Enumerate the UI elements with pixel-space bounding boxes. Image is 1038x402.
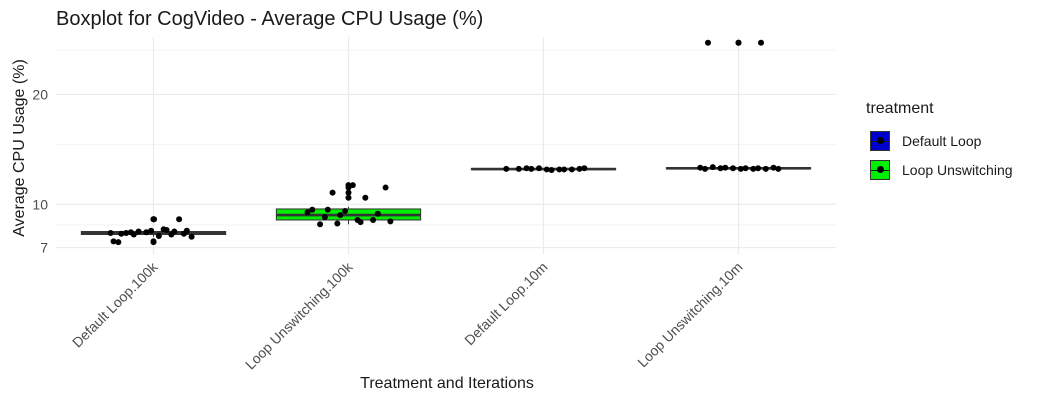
x-tick-label: Default Loop.100k [69,258,161,350]
data-point [709,164,716,171]
y-tick-label: 7 [40,240,48,256]
legend-key-default-loop [870,130,890,151]
x-tick-label: Default Loop.10m [461,259,550,348]
data-point [528,165,535,172]
data-point [163,227,170,234]
y-tick-label: 20 [32,86,48,102]
data-point [382,184,389,191]
data-point [151,216,158,223]
data-point [556,166,563,173]
outlier-point [735,39,742,46]
legend-label: Default Loop [902,132,982,149]
data-point [123,229,130,236]
data-point [342,207,349,214]
data-point [702,165,709,172]
data-point [536,165,543,172]
data-point [697,164,704,171]
legend-label: Loop Unswitching [902,161,1013,178]
data-point [523,165,530,172]
x-axis-title: Treatment and Iterations [360,375,534,392]
data-point [750,165,757,172]
data-point [110,238,117,245]
x-tick-label: Loop Unswitching.100k [242,258,356,372]
data-point [755,165,762,172]
data-point [503,165,510,172]
data-point [576,165,583,172]
data-points [107,39,782,246]
data-point [581,165,588,172]
data-point [130,231,137,238]
outlier-point [345,194,352,201]
legend: treatment Default Loop Loop Unswitching [866,100,1036,184]
y-tick-label: 10 [32,196,48,212]
data-point [148,227,155,234]
data-point [762,165,769,172]
data-point [770,164,777,171]
data-point [515,165,522,172]
data-point [742,165,749,172]
data-point [730,165,737,172]
data-point [717,165,724,172]
chart-title: Boxplot for CogVideo - Average CPU Usage… [56,8,484,30]
data-point [362,194,369,201]
data-point [370,216,377,223]
legend-key-loop-unswitching [870,159,890,180]
data-point [115,239,122,246]
data-point [304,209,311,216]
data-point [543,166,550,173]
data-point [334,220,341,227]
data-point [758,39,765,46]
x-tick-label: Loop Unswitching.10m [634,259,745,370]
data-point [329,189,336,196]
data-point [548,167,555,174]
data-point [317,221,324,228]
data-point [775,165,782,172]
y-axis-title: Average CPU Usage (%) [11,59,28,237]
legend-title: treatment [866,100,934,117]
data-point [107,229,114,236]
legend-item-loop-unswitching: Loop Unswitching [866,155,1036,184]
data-point [374,210,381,217]
data-point [722,164,729,171]
data-point [135,228,142,235]
data-point [357,219,364,226]
data-point [737,165,744,172]
y-tick-labels: 7 10 20 [32,86,48,255]
outlier-point [345,182,352,189]
grid-lines [56,37,836,254]
data-point [155,232,162,239]
data-point [324,206,331,213]
data-point [568,166,575,173]
data-point [337,212,344,219]
outlier-point [345,189,352,196]
data-point [143,229,150,236]
data-point [176,216,183,223]
data-point [704,39,711,46]
data-point [183,227,190,234]
data-point [349,182,356,189]
outlier-point [150,238,157,245]
data-point [561,166,568,173]
x-tick-labels: Default Loop.100k Loop Unswitching.100k De… [69,258,746,372]
data-point [321,214,328,221]
data-point [387,218,394,225]
data-point [309,206,316,213]
data-point [188,233,195,240]
data-point [171,228,178,235]
data-point [118,230,125,237]
boxes [80,39,812,246]
legend-item-default-loop: Default Loop [866,126,1036,155]
